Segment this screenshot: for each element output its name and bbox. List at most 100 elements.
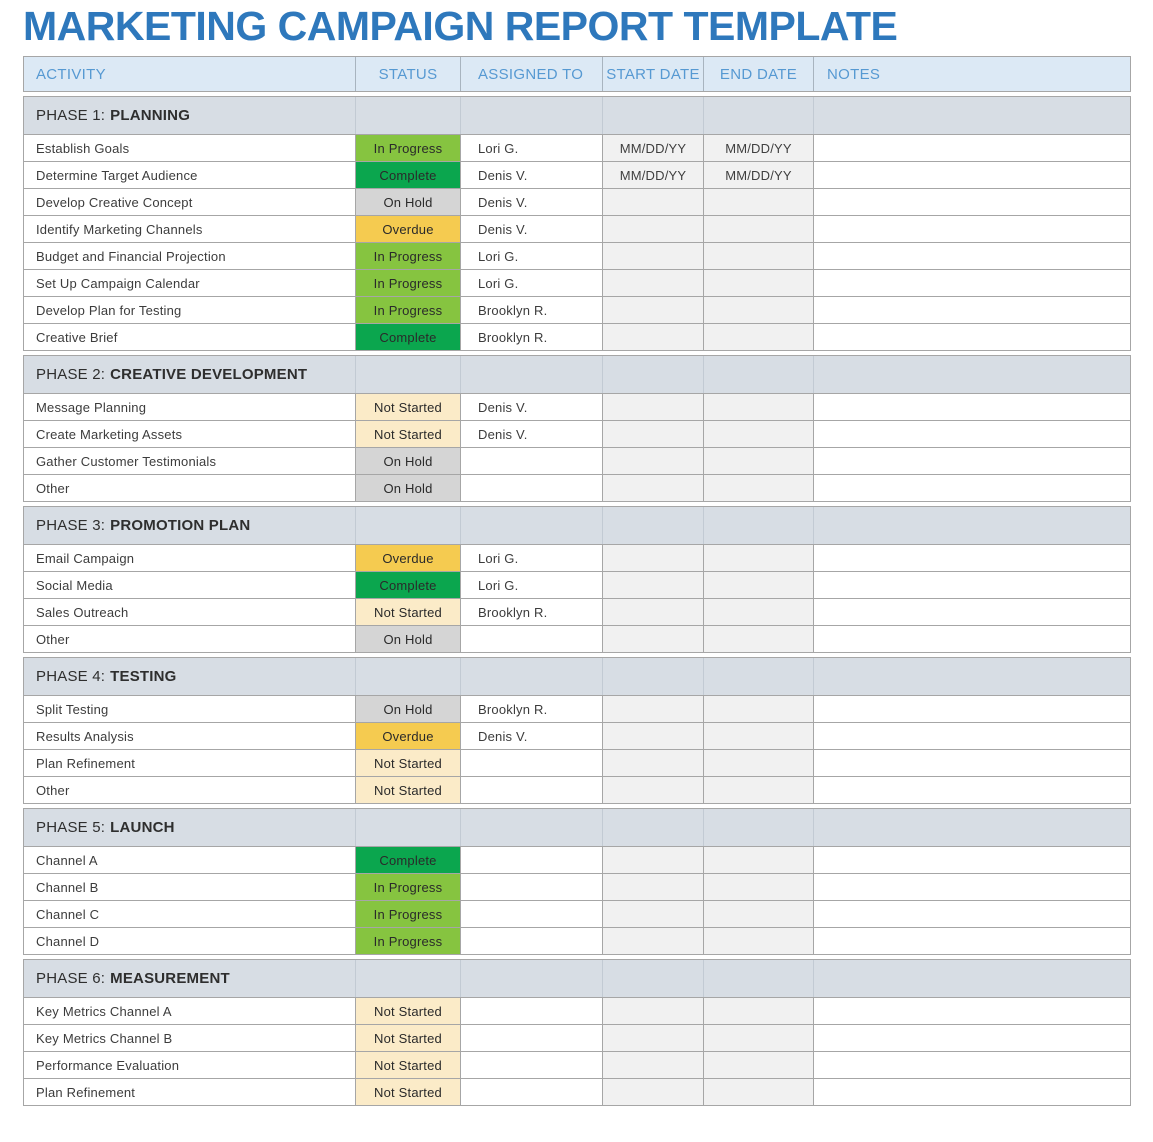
activity-cell[interactable]: Create Marketing Assets — [24, 421, 356, 447]
notes-cell[interactable] — [814, 270, 1130, 296]
end-date-cell[interactable] — [704, 324, 814, 350]
status-cell[interactable]: In Progress — [356, 874, 461, 900]
start-date-cell[interactable]: MM/DD/YY — [603, 135, 704, 161]
status-cell[interactable]: Not Started — [356, 394, 461, 420]
notes-cell[interactable] — [814, 928, 1130, 954]
activity-cell[interactable]: Gather Customer Testimonials — [24, 448, 356, 474]
activity-cell[interactable]: Set Up Campaign Calendar — [24, 270, 356, 296]
end-date-cell[interactable]: MM/DD/YY — [704, 162, 814, 188]
start-date-cell[interactable] — [603, 998, 704, 1024]
start-date-cell[interactable] — [603, 572, 704, 598]
notes-cell[interactable] — [814, 324, 1130, 350]
assigned-to-cell[interactable]: Lori G. — [461, 270, 603, 296]
activity-cell[interactable]: Channel B — [24, 874, 356, 900]
phase-header-cell[interactable]: PHASE 3: PROMOTION PLAN — [24, 507, 356, 544]
end-date-cell[interactable] — [704, 394, 814, 420]
notes-cell[interactable] — [814, 1052, 1130, 1078]
assigned-to-cell[interactable]: Denis V. — [461, 216, 603, 242]
activity-cell[interactable]: Channel A — [24, 847, 356, 873]
notes-cell[interactable] — [814, 901, 1130, 927]
status-cell[interactable]: In Progress — [356, 243, 461, 269]
status-cell[interactable]: Not Started — [356, 750, 461, 776]
notes-cell[interactable] — [814, 847, 1130, 873]
notes-cell[interactable] — [814, 874, 1130, 900]
start-date-cell[interactable] — [603, 1052, 704, 1078]
start-date-cell[interactable] — [603, 545, 704, 571]
status-cell[interactable]: Not Started — [356, 777, 461, 803]
activity-cell[interactable]: Split Testing — [24, 696, 356, 722]
activity-cell[interactable]: Plan Refinement — [24, 750, 356, 776]
assigned-to-cell[interactable] — [461, 928, 603, 954]
assigned-to-cell[interactable]: Denis V. — [461, 723, 603, 749]
start-date-cell[interactable] — [603, 1079, 704, 1105]
notes-cell[interactable] — [814, 297, 1130, 323]
start-date-cell[interactable] — [603, 901, 704, 927]
start-date-cell[interactable] — [603, 847, 704, 873]
status-cell[interactable]: Complete — [356, 162, 461, 188]
notes-cell[interactable] — [814, 998, 1130, 1024]
notes-cell[interactable] — [814, 189, 1130, 215]
start-date-cell[interactable] — [603, 189, 704, 215]
start-date-cell[interactable] — [603, 626, 704, 652]
start-date-cell[interactable] — [603, 874, 704, 900]
assigned-to-cell[interactable] — [461, 626, 603, 652]
activity-cell[interactable]: Plan Refinement — [24, 1079, 356, 1105]
phase-header-cell[interactable]: PHASE 1: PLANNING — [24, 97, 356, 134]
end-date-cell[interactable] — [704, 1025, 814, 1051]
notes-cell[interactable] — [814, 135, 1130, 161]
start-date-cell[interactable] — [603, 928, 704, 954]
phase-header-cell[interactable]: PHASE 4: TESTING — [24, 658, 356, 695]
end-date-cell[interactable] — [704, 448, 814, 474]
start-date-cell[interactable]: MM/DD/YY — [603, 162, 704, 188]
end-date-cell[interactable] — [704, 626, 814, 652]
activity-cell[interactable]: Budget and Financial Projection — [24, 243, 356, 269]
end-date-cell[interactable] — [704, 189, 814, 215]
status-cell[interactable]: In Progress — [356, 135, 461, 161]
assigned-to-cell[interactable]: Brooklyn R. — [461, 324, 603, 350]
activity-cell[interactable]: Channel D — [24, 928, 356, 954]
activity-cell[interactable]: Other — [24, 475, 356, 501]
end-date-cell[interactable] — [704, 901, 814, 927]
start-date-cell[interactable] — [603, 448, 704, 474]
assigned-to-cell[interactable] — [461, 874, 603, 900]
assigned-to-cell[interactable] — [461, 475, 603, 501]
end-date-cell[interactable] — [704, 475, 814, 501]
status-cell[interactable]: In Progress — [356, 297, 461, 323]
activity-cell[interactable]: Results Analysis — [24, 723, 356, 749]
phase-header-cell[interactable]: PHASE 6: MEASUREMENT — [24, 960, 356, 997]
activity-cell[interactable]: Establish Goals — [24, 135, 356, 161]
start-date-cell[interactable] — [603, 297, 704, 323]
status-cell[interactable]: On Hold — [356, 475, 461, 501]
end-date-cell[interactable] — [704, 928, 814, 954]
activity-cell[interactable]: Email Campaign — [24, 545, 356, 571]
start-date-cell[interactable] — [603, 696, 704, 722]
notes-cell[interactable] — [814, 777, 1130, 803]
assigned-to-cell[interactable] — [461, 750, 603, 776]
assigned-to-cell[interactable] — [461, 777, 603, 803]
status-cell[interactable]: In Progress — [356, 928, 461, 954]
assigned-to-cell[interactable]: Lori G. — [461, 243, 603, 269]
status-cell[interactable]: Overdue — [356, 723, 461, 749]
assigned-to-cell[interactable]: Lori G. — [461, 545, 603, 571]
end-date-cell[interactable] — [704, 998, 814, 1024]
end-date-cell[interactable] — [704, 243, 814, 269]
activity-cell[interactable]: Performance Evaluation — [24, 1052, 356, 1078]
end-date-cell[interactable] — [704, 874, 814, 900]
assigned-to-cell[interactable] — [461, 998, 603, 1024]
end-date-cell[interactable] — [704, 696, 814, 722]
start-date-cell[interactable] — [603, 216, 704, 242]
assigned-to-cell[interactable]: Brooklyn R. — [461, 599, 603, 625]
end-date-cell[interactable] — [704, 723, 814, 749]
status-cell[interactable]: Not Started — [356, 599, 461, 625]
status-cell[interactable]: Complete — [356, 324, 461, 350]
end-date-cell[interactable] — [704, 572, 814, 598]
notes-cell[interactable] — [814, 448, 1130, 474]
start-date-cell[interactable] — [603, 475, 704, 501]
notes-cell[interactable] — [814, 545, 1130, 571]
assigned-to-cell[interactable] — [461, 1079, 603, 1105]
end-date-cell[interactable] — [704, 1079, 814, 1105]
start-date-cell[interactable] — [603, 394, 704, 420]
end-date-cell[interactable] — [704, 270, 814, 296]
notes-cell[interactable] — [814, 626, 1130, 652]
assigned-to-cell[interactable]: Denis V. — [461, 162, 603, 188]
